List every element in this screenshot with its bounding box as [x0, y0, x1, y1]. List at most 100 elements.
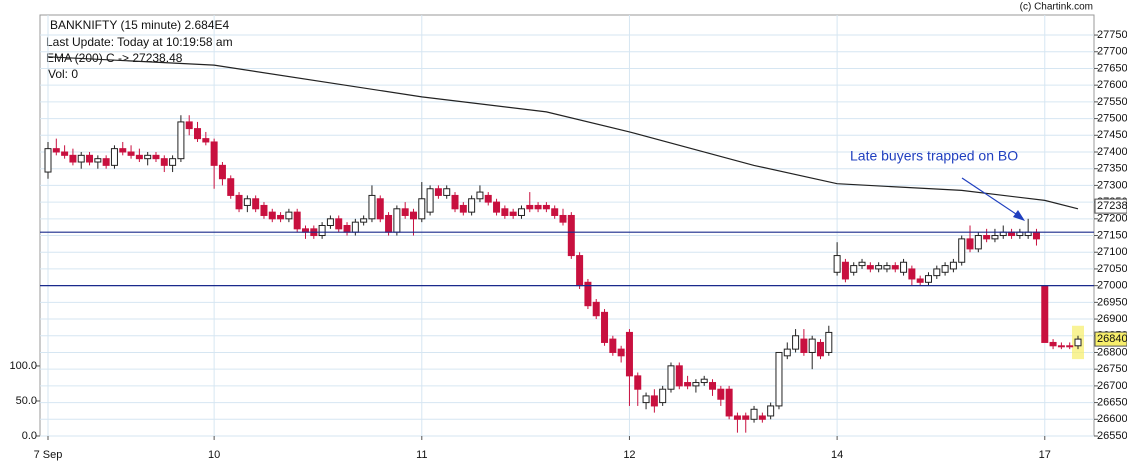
- candle-body: [833, 255, 841, 273]
- candle-body: [434, 188, 442, 196]
- candle-body: [509, 211, 517, 216]
- candle-body: [360, 218, 368, 223]
- candle-body: [1049, 341, 1057, 347]
- candle-body: [401, 208, 409, 216]
- candle-body: [351, 221, 359, 233]
- candle-body: [567, 214, 575, 257]
- candle-body: [326, 218, 334, 226]
- candle-body: [974, 235, 982, 250]
- axis-marker-label: 27238: [1097, 200, 1127, 212]
- candle-body: [808, 338, 816, 353]
- candle-body: [983, 235, 991, 240]
- candle-body: [493, 201, 501, 213]
- candle-body: [542, 204, 550, 210]
- candle-body: [966, 238, 974, 250]
- candle-body: [800, 338, 808, 353]
- candle-body: [268, 211, 276, 220]
- candle-body: [725, 388, 733, 417]
- candle-body: [742, 415, 750, 420]
- y-tick-label: 26550: [1097, 430, 1127, 442]
- y-tick-label: 26600: [1097, 413, 1127, 425]
- subtitle: Last Update: Today at 10:19:58 am: [46, 35, 233, 49]
- y-tick-label: 26800: [1097, 346, 1127, 358]
- y-tick-label: 27500: [1097, 112, 1127, 124]
- candle-body: [243, 198, 251, 206]
- candle-body: [260, 204, 268, 216]
- candle-body: [900, 261, 908, 273]
- axis-marker-box: [1094, 198, 1127, 214]
- candle-body: [825, 331, 833, 353]
- candle-body: [484, 194, 492, 203]
- candle-body: [941, 265, 949, 273]
- y-tick-label: 27450: [1097, 129, 1127, 141]
- candle-body: [318, 225, 326, 237]
- candle-body: [501, 208, 509, 216]
- candle-body: [517, 208, 525, 216]
- candle-body: [717, 388, 725, 400]
- y-tick-label: 27050: [1097, 263, 1127, 275]
- candle-body: [77, 154, 85, 163]
- candle-body: [883, 265, 891, 270]
- y-tick-label: 26750: [1097, 363, 1127, 375]
- candle-body: [924, 275, 932, 283]
- candle-body: [102, 158, 110, 166]
- y-tick-label: 27550: [1097, 96, 1127, 108]
- candle-body: [385, 214, 393, 233]
- candle-body: [908, 268, 916, 280]
- candle-body: [783, 348, 791, 357]
- candle-body: [69, 154, 77, 163]
- candle-body: [709, 382, 717, 390]
- candle-body: [858, 261, 866, 267]
- candle-body: [285, 211, 293, 220]
- candle-body: [700, 378, 708, 384]
- candle-body: [1066, 345, 1074, 348]
- y2-tick-label: 100.0: [9, 360, 37, 372]
- candle-body: [875, 265, 883, 270]
- y-tick-label: 27300: [1097, 179, 1127, 191]
- annotation-arrowhead: [1013, 210, 1025, 221]
- candle-body: [451, 194, 459, 210]
- candle-body: [202, 138, 210, 143]
- candle-body: [667, 365, 675, 390]
- candle-body: [194, 128, 202, 140]
- ema-line: [47, 56, 1079, 210]
- candle-body: [61, 151, 69, 156]
- y-tick-label: 27750: [1097, 29, 1127, 41]
- candle-body: [609, 338, 617, 353]
- candle-body: [601, 311, 609, 343]
- candle-body: [576, 255, 584, 287]
- candle-body: [368, 194, 376, 220]
- candle-body: [277, 214, 285, 220]
- y2-tick-label: 0.0: [22, 430, 37, 442]
- x-tick-label: 11: [416, 449, 427, 461]
- candle-body: [584, 281, 592, 307]
- candle-body: [227, 178, 235, 196]
- candle-body: [617, 348, 625, 357]
- candle-body: [476, 191, 484, 200]
- candle-body: [468, 198, 476, 213]
- candle-body: [169, 158, 177, 166]
- candle-body: [933, 268, 941, 277]
- plot-area: [39, 14, 1095, 437]
- y-tick-label: 27000: [1097, 280, 1127, 292]
- y-tick-label: 27700: [1097, 46, 1127, 58]
- candle-body: [767, 405, 775, 417]
- candle-body: [1057, 345, 1065, 348]
- y2-tick-label: 50.0: [16, 395, 37, 407]
- candle-body: [592, 301, 600, 317]
- candle-body: [625, 331, 633, 377]
- candle-body: [335, 218, 343, 230]
- candle-body: [551, 208, 559, 216]
- candle-body: [841, 261, 849, 280]
- candle-body: [758, 415, 766, 420]
- candle-body: [1041, 285, 1049, 343]
- candle-body: [210, 141, 218, 166]
- candle-body: [52, 148, 60, 153]
- y-tick-label: 27600: [1097, 79, 1127, 91]
- candle-body: [218, 164, 226, 180]
- annotation: Late buyers trapped on BO: [850, 148, 1018, 164]
- candle-body: [144, 154, 152, 160]
- volume-label: Vol: 0: [48, 67, 78, 81]
- candle-body: [659, 388, 667, 404]
- candle-body: [185, 121, 193, 130]
